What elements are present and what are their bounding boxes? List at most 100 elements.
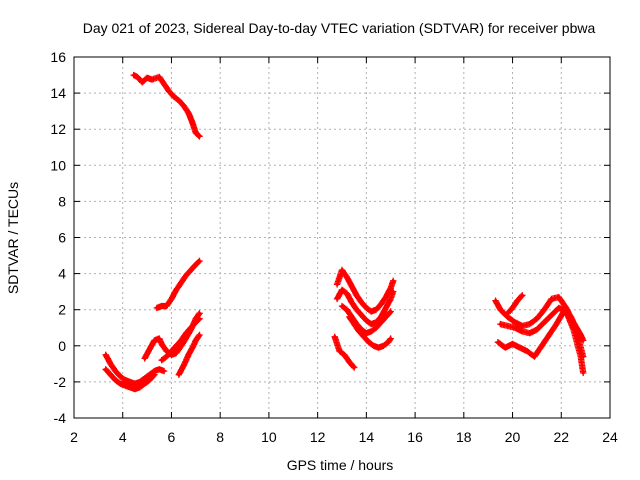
y-axis-title: SDTVAR / TECUs xyxy=(5,182,21,294)
data-point xyxy=(374,326,378,330)
series-seg-early-mid xyxy=(158,315,203,364)
data-point xyxy=(143,382,147,386)
data-point xyxy=(347,315,351,319)
data-point xyxy=(381,344,386,348)
data-point xyxy=(384,295,388,299)
series-seg-late-d xyxy=(504,292,526,317)
data-point xyxy=(104,367,108,371)
data-point xyxy=(347,360,351,364)
data-point xyxy=(557,306,561,310)
data-point xyxy=(113,378,118,382)
series-seg-early-dip xyxy=(102,351,168,387)
data-point xyxy=(376,346,381,350)
data-point xyxy=(528,331,532,335)
data-point xyxy=(138,380,142,384)
x-tick-label: 8 xyxy=(216,429,224,445)
data-point xyxy=(108,373,113,377)
data-point xyxy=(350,284,354,288)
data-point xyxy=(190,120,194,124)
data-point xyxy=(182,364,186,368)
data-point xyxy=(174,351,178,355)
data-point xyxy=(520,324,524,328)
data-point xyxy=(540,344,544,348)
data-point xyxy=(340,304,344,308)
data-point xyxy=(186,353,191,357)
y-tick-label: 8 xyxy=(58,193,66,209)
data-point xyxy=(535,317,539,321)
data-point xyxy=(169,349,174,353)
data-point xyxy=(503,346,507,350)
data-point xyxy=(133,387,137,391)
data-point xyxy=(157,367,161,371)
data-point xyxy=(374,308,378,312)
data-point xyxy=(542,320,546,324)
data-point xyxy=(152,338,156,342)
data-point xyxy=(391,290,395,294)
series-seg-early-dip-2 xyxy=(102,366,158,393)
grid xyxy=(74,57,610,418)
data-point xyxy=(576,336,580,341)
data-point xyxy=(513,320,517,324)
series-markers xyxy=(102,351,168,387)
data-point xyxy=(520,329,524,333)
data-point xyxy=(186,111,191,115)
data-point xyxy=(123,383,127,388)
data-point xyxy=(143,376,147,380)
x-tick-label: 18 xyxy=(456,429,472,445)
y-tick-label: -4 xyxy=(54,410,67,426)
y-tick-label: 2 xyxy=(58,302,66,318)
data-point xyxy=(157,336,161,341)
y-tick-label: 0 xyxy=(58,338,66,354)
data-point xyxy=(174,288,178,292)
data-point xyxy=(372,344,376,348)
data-point xyxy=(364,331,368,335)
data-point xyxy=(345,291,349,296)
data-point xyxy=(549,297,554,301)
data-point xyxy=(506,311,510,315)
data-point xyxy=(506,324,510,328)
data-point xyxy=(581,355,585,359)
data-point xyxy=(554,322,559,326)
data-point xyxy=(362,335,366,339)
data-point xyxy=(498,322,502,326)
data-point xyxy=(174,344,178,348)
data-point xyxy=(184,331,188,335)
data-point xyxy=(352,365,356,370)
data-point xyxy=(182,104,186,108)
data-point xyxy=(197,317,202,321)
y-tick-label: -2 xyxy=(54,374,67,390)
x-tick-label: 24 xyxy=(602,429,618,445)
data-point xyxy=(145,76,149,80)
data-point xyxy=(386,340,390,344)
data-point xyxy=(569,315,573,319)
x-axis: 2 4 6 8 10 12 14 16 18 20 22 24 xyxy=(70,57,618,445)
data-point xyxy=(384,306,388,310)
series-seg-late-c xyxy=(494,308,587,360)
data-point xyxy=(169,297,174,301)
data-point xyxy=(369,329,373,333)
data-point xyxy=(367,340,371,344)
data-point xyxy=(557,295,561,299)
data-point xyxy=(542,308,546,312)
x-tick-label: 14 xyxy=(359,429,375,445)
data-point xyxy=(138,385,142,389)
data-point xyxy=(194,338,198,342)
data-point xyxy=(535,327,539,332)
series-seg-mid-a xyxy=(333,266,397,315)
data-point xyxy=(581,338,585,342)
data-point xyxy=(335,297,339,301)
data-point xyxy=(342,353,347,357)
data-point xyxy=(337,349,342,353)
data-point xyxy=(160,304,164,308)
data-point xyxy=(335,282,339,287)
data-point xyxy=(547,333,551,337)
x-tick-label: 6 xyxy=(168,429,176,445)
data-point xyxy=(391,279,395,283)
data-point xyxy=(160,342,164,346)
data-point xyxy=(528,322,532,326)
series-seg-mid-b xyxy=(333,286,397,328)
data-point xyxy=(172,95,176,99)
y-tick-label: 4 xyxy=(58,266,66,282)
data-point xyxy=(150,77,154,82)
